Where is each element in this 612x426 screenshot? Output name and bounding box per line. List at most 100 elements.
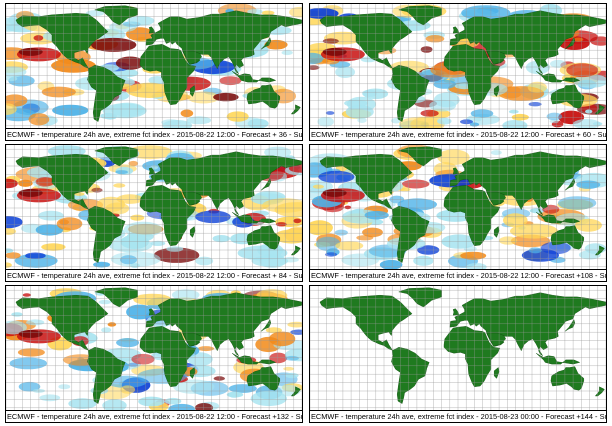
anomaly-blob xyxy=(116,338,140,348)
anomaly-blob xyxy=(275,222,287,227)
anomaly-blob xyxy=(108,237,153,253)
land-greenland xyxy=(94,146,138,167)
anomaly-blob xyxy=(213,92,239,102)
land-uk xyxy=(452,26,460,34)
anomaly-blob xyxy=(566,63,599,78)
anomaly-blob xyxy=(546,112,563,121)
anomaly-blob xyxy=(150,240,166,246)
anomaly-blob xyxy=(120,385,136,394)
anomaly-blob xyxy=(316,236,341,252)
panel-forecast-132: ECMWF - temperature 24h ave, extreme fct… xyxy=(5,285,303,423)
anomaly-blob xyxy=(102,399,127,412)
land-arabian-peninsula xyxy=(182,191,202,206)
anomaly-blob xyxy=(195,210,231,224)
anomaly-blob xyxy=(364,210,389,220)
lat-lon-grid xyxy=(6,286,302,412)
land-madagascar xyxy=(189,85,196,97)
caption-forecast-84: ECMWF - temperature 24h ave, extreme fct… xyxy=(6,269,302,281)
anomaly-blob xyxy=(133,293,172,306)
anomaly-blob xyxy=(6,320,27,335)
map-forecast-108 xyxy=(310,145,606,271)
anomaly-blob xyxy=(528,102,542,107)
anomaly-blob xyxy=(379,259,403,270)
anomaly-blob xyxy=(111,102,145,117)
anomaly-blob xyxy=(262,198,302,213)
map-forecast-144 xyxy=(310,286,606,412)
anomaly-blob xyxy=(128,160,139,167)
lat-lon-grid xyxy=(310,145,606,271)
anomaly-blob xyxy=(109,21,137,33)
land-uk xyxy=(452,167,460,175)
anomaly-blob xyxy=(115,170,128,175)
panel-forecast-144: ECMWF - temperature 24h ave, extreme fct… xyxy=(309,285,607,423)
anomaly-blob xyxy=(310,220,333,236)
anomaly-blob xyxy=(317,116,334,127)
anomaly-blob xyxy=(166,246,184,252)
anomaly-blob xyxy=(6,76,18,82)
land-arabian-peninsula xyxy=(486,191,506,206)
caption-forecast-132: ECMWF - temperature 24h ave, extreme fct… xyxy=(6,410,302,422)
land-australia xyxy=(246,84,280,109)
anomaly-blob xyxy=(420,46,433,53)
land-australia xyxy=(550,366,584,391)
anomaly-blob xyxy=(399,116,443,130)
anomaly-blob xyxy=(127,15,155,26)
anomaly-blob xyxy=(18,381,41,392)
anomaly-blob xyxy=(38,210,64,221)
anomaly-blob xyxy=(35,224,64,236)
anomaly-blob xyxy=(573,37,584,42)
land-north-america xyxy=(319,294,413,351)
land-eurasia xyxy=(145,151,302,215)
land-indonesia xyxy=(535,71,581,83)
anomaly-blob xyxy=(14,253,58,268)
land-madagascar xyxy=(189,226,196,238)
anomaly-blob xyxy=(357,117,367,123)
anomaly-blob xyxy=(460,119,473,125)
anomaly-blob xyxy=(550,59,567,68)
anomaly-blob xyxy=(341,253,379,267)
land-indonesia xyxy=(231,212,277,224)
anomaly-blob xyxy=(503,213,528,228)
land-japan xyxy=(564,178,576,191)
anomaly-blob xyxy=(312,184,324,189)
anomaly-blob xyxy=(283,366,294,371)
land-north-america xyxy=(15,294,109,351)
anomaly-blob xyxy=(228,391,240,398)
anomaly-blob xyxy=(322,38,339,44)
anomaly-blob xyxy=(6,252,21,259)
lat-lon-grid xyxy=(6,145,302,271)
land-indonesia xyxy=(535,212,581,224)
land-australia xyxy=(550,225,584,250)
anomaly-blob xyxy=(6,248,14,253)
anomaly-blob xyxy=(289,6,302,18)
anomaly-blob xyxy=(335,66,355,78)
anomaly-blob xyxy=(318,170,355,183)
anomaly-blob xyxy=(41,243,66,251)
anomaly-blob xyxy=(511,113,529,121)
land-madagascar xyxy=(493,226,500,238)
anomaly-blob xyxy=(437,117,452,125)
caption-forecast-144: ECMWF - temperature 24h ave, extreme fct… xyxy=(310,410,606,422)
land-greenland xyxy=(398,5,442,26)
anomaly-blob xyxy=(11,312,23,317)
land-uk xyxy=(452,308,460,316)
anomaly-blob xyxy=(25,252,46,259)
land-greenland xyxy=(398,287,442,308)
anomaly-blob xyxy=(126,304,154,320)
anomaly-blob xyxy=(186,116,212,125)
land-eurasia xyxy=(449,292,606,356)
anomaly-blob xyxy=(578,250,601,260)
anomaly-blob xyxy=(107,322,117,327)
anomaly-blob xyxy=(510,223,558,239)
anomaly-blob xyxy=(470,109,494,118)
anomaly-blob xyxy=(460,251,487,260)
anomaly-blob xyxy=(557,196,597,210)
anomaly-blob xyxy=(126,27,154,41)
anomaly-blob xyxy=(247,9,263,15)
anomaly-blob xyxy=(490,150,502,156)
anomaly-blob xyxy=(413,255,434,266)
anomaly-blob xyxy=(576,180,601,189)
anomaly-blob xyxy=(91,37,137,52)
anomaly-blob xyxy=(173,379,215,394)
anomaly-blob xyxy=(572,119,601,129)
